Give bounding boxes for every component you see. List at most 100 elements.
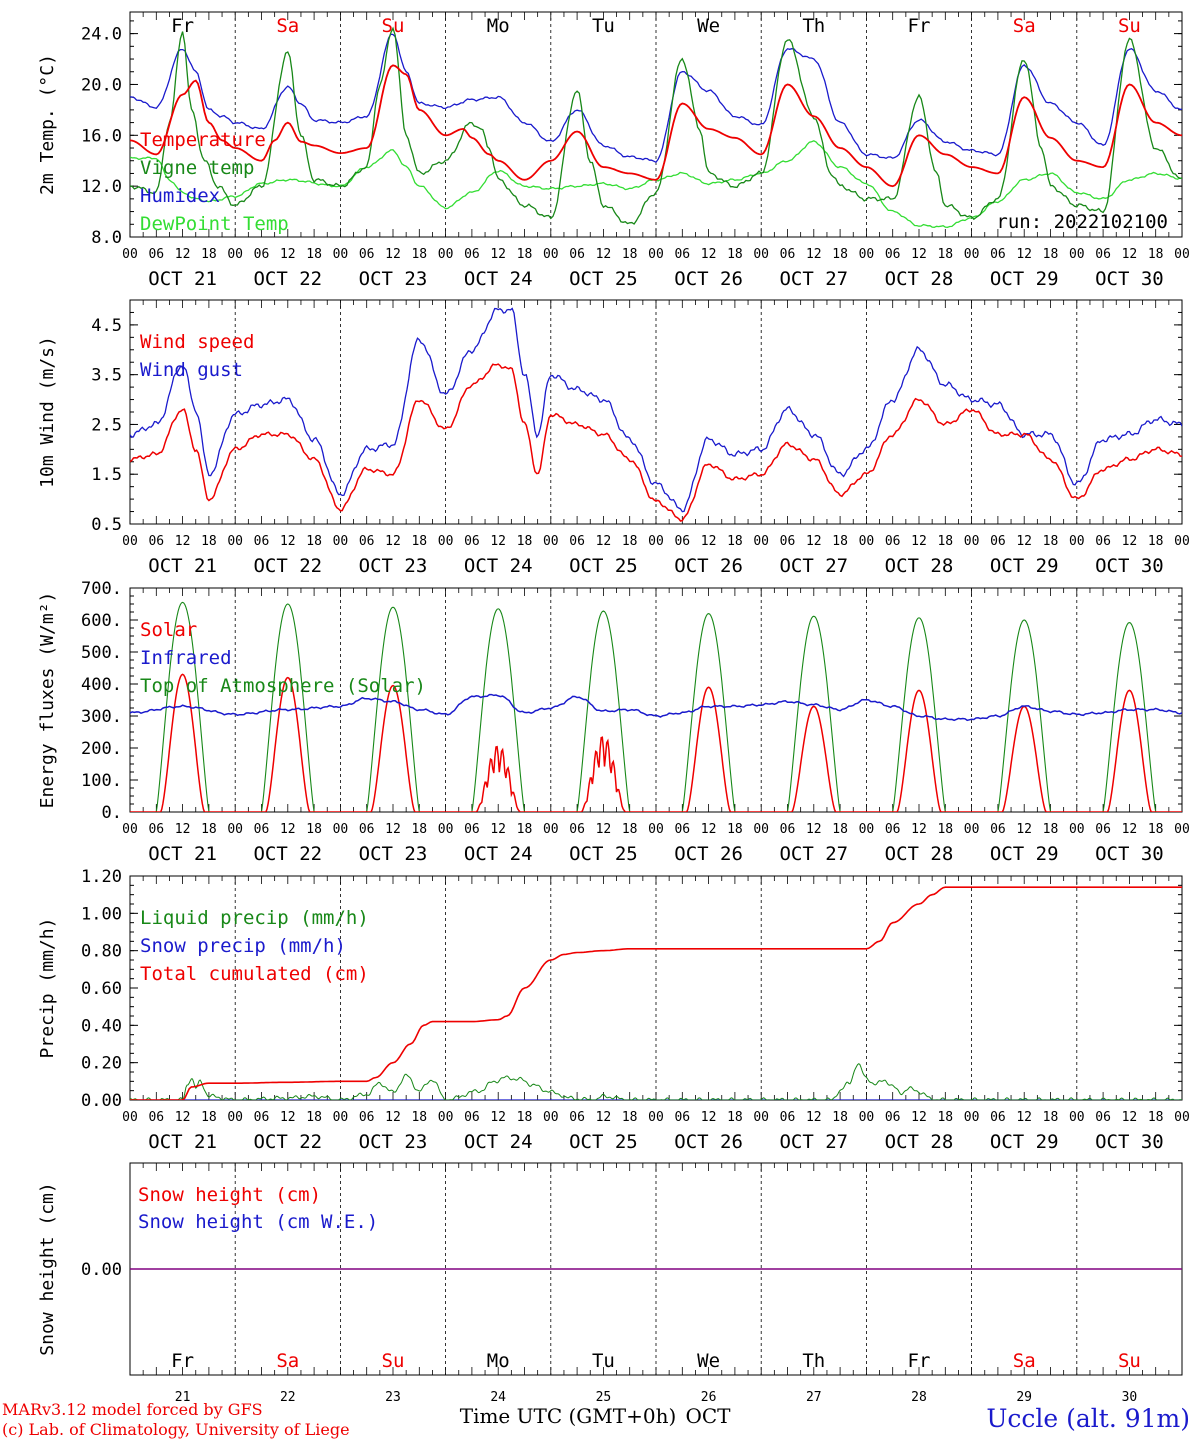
x-hour-label: 00 — [333, 247, 349, 262]
x-hour-label: 18 — [622, 534, 638, 549]
legend-entry: Infrared — [140, 647, 232, 669]
y-tick-label: 2.5 — [91, 415, 122, 435]
y-axis-title: Precip (mm/h) — [37, 918, 58, 1059]
x-hour-label: 00 — [859, 534, 875, 549]
x-hour-label: 00 — [753, 1110, 769, 1125]
x-date-label: OCT 30 — [1095, 555, 1164, 577]
x-hour-label: 06 — [464, 247, 480, 262]
x-hour-label: 12 — [911, 247, 927, 262]
weekday-label: Sa — [276, 15, 299, 37]
x-hour-label: 12 — [911, 822, 927, 837]
x-hour-label: 12 — [596, 534, 612, 549]
weekday-label: Sa — [1013, 1350, 1036, 1372]
legend-entry: Snow precip (mm/h) — [140, 935, 346, 957]
x-hour-label: 06 — [148, 1110, 164, 1125]
x-date-label: OCT 30 — [1095, 268, 1164, 290]
x-hour-label: 00 — [859, 247, 875, 262]
x-hour-label: 06 — [990, 247, 1006, 262]
y-tick-label: 0.5 — [91, 515, 122, 535]
x-hour-label: 06 — [569, 1110, 585, 1125]
x-day-number: 21 — [175, 1390, 191, 1405]
x-date-label: OCT 26 — [674, 268, 743, 290]
y-tick-label: 0.60 — [81, 979, 122, 999]
x-hour-label: 18 — [517, 247, 533, 262]
x-hour-label: 00 — [648, 822, 664, 837]
x-hour-label: 06 — [885, 1110, 901, 1125]
x-date-label: OCT 30 — [1095, 843, 1164, 865]
plot-frame — [129, 587, 1183, 813]
x-hour-label: 00 — [543, 534, 559, 549]
chart-panel-4: 0.00 0.20 0.40 0.60 0.80 1.00 1.20 Precip (mm/h… — [37, 867, 1190, 1153]
weekday-label: Sa — [1013, 15, 1036, 37]
x-hour-label: 06 — [780, 1110, 796, 1125]
x-date-label: OCT 30 — [1095, 1131, 1164, 1153]
x-hour-label: 00 — [859, 822, 875, 837]
chart-panel-1: 8.0 12.0 16.0 20.0 24.0 2m Temp. (°C) 00 06 12 18… — [37, 11, 1190, 290]
x-hour-label: 00 — [753, 822, 769, 837]
x-hour-label: 06 — [674, 534, 690, 549]
x-hour-label: 12 — [806, 247, 822, 262]
x-hour-label: 18 — [937, 247, 953, 262]
x-date-label: OCT 25 — [569, 843, 638, 865]
series-line-infrared — [130, 693, 1182, 722]
x-hour-label: 12 — [490, 247, 506, 262]
x-hour-label: 12 — [1016, 822, 1032, 837]
x-hour-label: 12 — [1016, 247, 1032, 262]
x-hour-label: 00 — [122, 247, 138, 262]
x-hour-label: 00 — [648, 247, 664, 262]
chart-panel-5: 0.00 Snow height (cm) Fr 21 Sa 22 Su 23 Mo 24 Tu 25… — [37, 1162, 1183, 1405]
x-date-label: OCT 21 — [148, 1131, 217, 1153]
x-date-label: OCT 24 — [464, 268, 533, 290]
x-hour-label: 00 — [859, 1110, 875, 1125]
x-hour-label: 12 — [1122, 534, 1138, 549]
y-tick-label: 0.00 — [81, 1260, 122, 1280]
legend-entry: Top of Atmosphere (Solar) — [140, 675, 426, 697]
y-tick-label: 0.00 — [81, 1091, 122, 1111]
x-hour-label: 12 — [596, 1110, 612, 1125]
weekday-label: We — [697, 15, 720, 37]
run-annotation: run: 2022102100 — [996, 211, 1168, 233]
y-axis-title: Snow height (cm) — [37, 1182, 58, 1355]
x-hour-label: 00 — [543, 247, 559, 262]
x-hour-label: 12 — [701, 1110, 717, 1125]
x-hour-label: 06 — [254, 822, 270, 837]
x-day-number: 25 — [596, 1390, 612, 1405]
y-tick-label: 700. — [81, 579, 122, 599]
x-date-label: OCT 28 — [885, 843, 954, 865]
weekday-label: Mo — [487, 15, 510, 37]
x-hour-label: 18 — [306, 822, 322, 837]
x-hour-label: 06 — [464, 1110, 480, 1125]
series-line-temperature — [130, 64, 1182, 188]
x-hour-label: 18 — [937, 822, 953, 837]
series-line-solar — [130, 673, 1182, 812]
x-hour-label: 12 — [490, 1110, 506, 1125]
x-hour-label: 06 — [569, 822, 585, 837]
weekday-label: Fr — [908, 1350, 931, 1372]
y-tick-label: 3.5 — [91, 366, 122, 386]
x-hour-label: 00 — [227, 1110, 243, 1125]
x-hour-label: 00 — [543, 822, 559, 837]
x-hour-label: 00 — [964, 1110, 980, 1125]
x-hour-label: 12 — [175, 534, 191, 549]
weekday-label: Mo — [487, 1350, 510, 1372]
x-hour-label: 00 — [1174, 1110, 1190, 1125]
x-date-label: OCT 26 — [674, 843, 743, 865]
y-tick-label: 8.0 — [91, 228, 122, 248]
x-hour-label: 18 — [727, 822, 743, 837]
weekday-label: Su — [382, 15, 405, 37]
panels: 8.0 12.0 16.0 20.0 24.0 2m Temp. (°C) 00 06 12 18… — [37, 11, 1190, 1405]
x-date-label: OCT 27 — [779, 555, 848, 577]
x-hour-label: 06 — [674, 247, 690, 262]
x-date-label: OCT 22 — [253, 1131, 322, 1153]
x-hour-label: 00 — [438, 534, 454, 549]
plot-area — [130, 601, 1182, 812]
x-hour-label: 06 — [674, 822, 690, 837]
x-hour-label: 06 — [464, 822, 480, 837]
legend-entry: Liquid precip (mm/h) — [140, 907, 369, 929]
x-hour-label: 18 — [727, 247, 743, 262]
y-axis-title: Energy fluxes (W/m²) — [37, 592, 58, 809]
x-hour-label: 18 — [306, 534, 322, 549]
x-hour-label: 00 — [227, 534, 243, 549]
x-hour-label: 06 — [254, 247, 270, 262]
